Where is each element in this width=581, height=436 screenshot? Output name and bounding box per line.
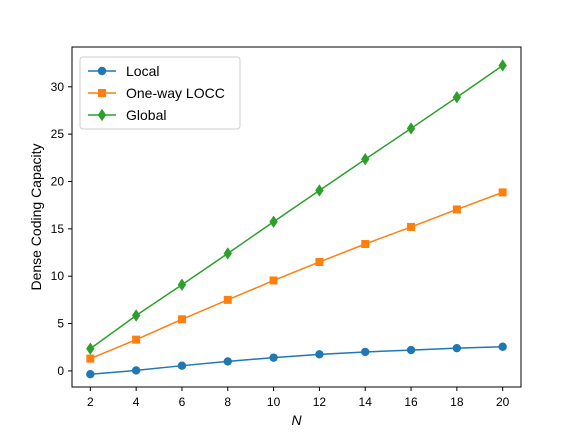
y-tick-label: 20 [51, 174, 65, 188]
x-tick-label: 8 [224, 395, 231, 409]
data-point [223, 247, 232, 260]
x-tick-label: 10 [267, 395, 281, 409]
y-tick-label: 0 [57, 364, 64, 378]
data-point [498, 188, 507, 197]
data-point [407, 222, 416, 231]
legend-item: Global [88, 107, 166, 123]
data-point [452, 343, 462, 353]
data-point [223, 357, 232, 366]
data-point [315, 184, 324, 197]
data-point [361, 239, 370, 248]
y-axis-label: Dense Coding Capacity [28, 143, 44, 290]
legend-label: Local [126, 63, 159, 79]
data-point [86, 342, 95, 355]
series-one-way-locc [86, 188, 507, 363]
series-line [90, 345, 503, 375]
data-point [406, 345, 416, 355]
x-tick-label: 14 [359, 395, 373, 409]
x-tick-label: 20 [496, 395, 510, 409]
data-point [177, 315, 186, 324]
legend-marker [97, 108, 107, 122]
data-point [498, 342, 507, 351]
data-point [361, 153, 370, 166]
legend-label: Global [126, 107, 166, 123]
x-axis-ticks: 2 4 6 8 10 12 14 16 18 20 [87, 387, 510, 409]
data-point [86, 370, 95, 379]
data-point [223, 295, 232, 304]
data-point [406, 122, 416, 135]
x-tick-label: 12 [313, 395, 327, 409]
x-tick-label: 2 [87, 395, 94, 409]
series-local [86, 342, 507, 379]
x-tick-label: 18 [450, 395, 464, 409]
legend-label: One-way LOCC [126, 85, 225, 101]
legend-marker [97, 66, 107, 76]
y-tick-label: 15 [51, 222, 65, 236]
data-point [132, 335, 141, 344]
y-tick-label: 30 [51, 80, 65, 94]
legend-item: Local [88, 63, 159, 79]
data-point [269, 353, 278, 362]
series-line [90, 191, 503, 360]
series-line [89, 64, 504, 350]
data-point [177, 278, 187, 291]
data-point [452, 90, 462, 104]
data-point [131, 366, 141, 375]
data-point [177, 361, 187, 370]
legend-item: One-way LOCC [88, 85, 225, 101]
data-point [498, 59, 507, 72]
data-point [269, 215, 278, 228]
legend-marker [98, 89, 106, 97]
data-point [269, 276, 278, 285]
y-axis-ticks: 0 5 10 15 20 25 30 [51, 80, 72, 378]
legend: Local One-way LOCC Global [79, 56, 241, 130]
data-point [315, 350, 324, 359]
legend-box [79, 56, 241, 130]
series-global [86, 59, 507, 355]
x-tick-label: 6 [179, 395, 186, 409]
series-layer [86, 59, 507, 379]
data-point [315, 257, 324, 266]
x-tick-label: 4 [133, 395, 140, 409]
x-tick-label: 16 [404, 395, 418, 409]
data-point [452, 205, 461, 214]
y-tick-label: 25 [51, 127, 65, 141]
data-point [361, 347, 370, 357]
y-tick-label: 5 [57, 317, 64, 331]
data-point [86, 354, 95, 363]
y-tick-label: 10 [51, 269, 65, 283]
data-point [131, 309, 141, 322]
x-axis-label: N [291, 412, 302, 428]
